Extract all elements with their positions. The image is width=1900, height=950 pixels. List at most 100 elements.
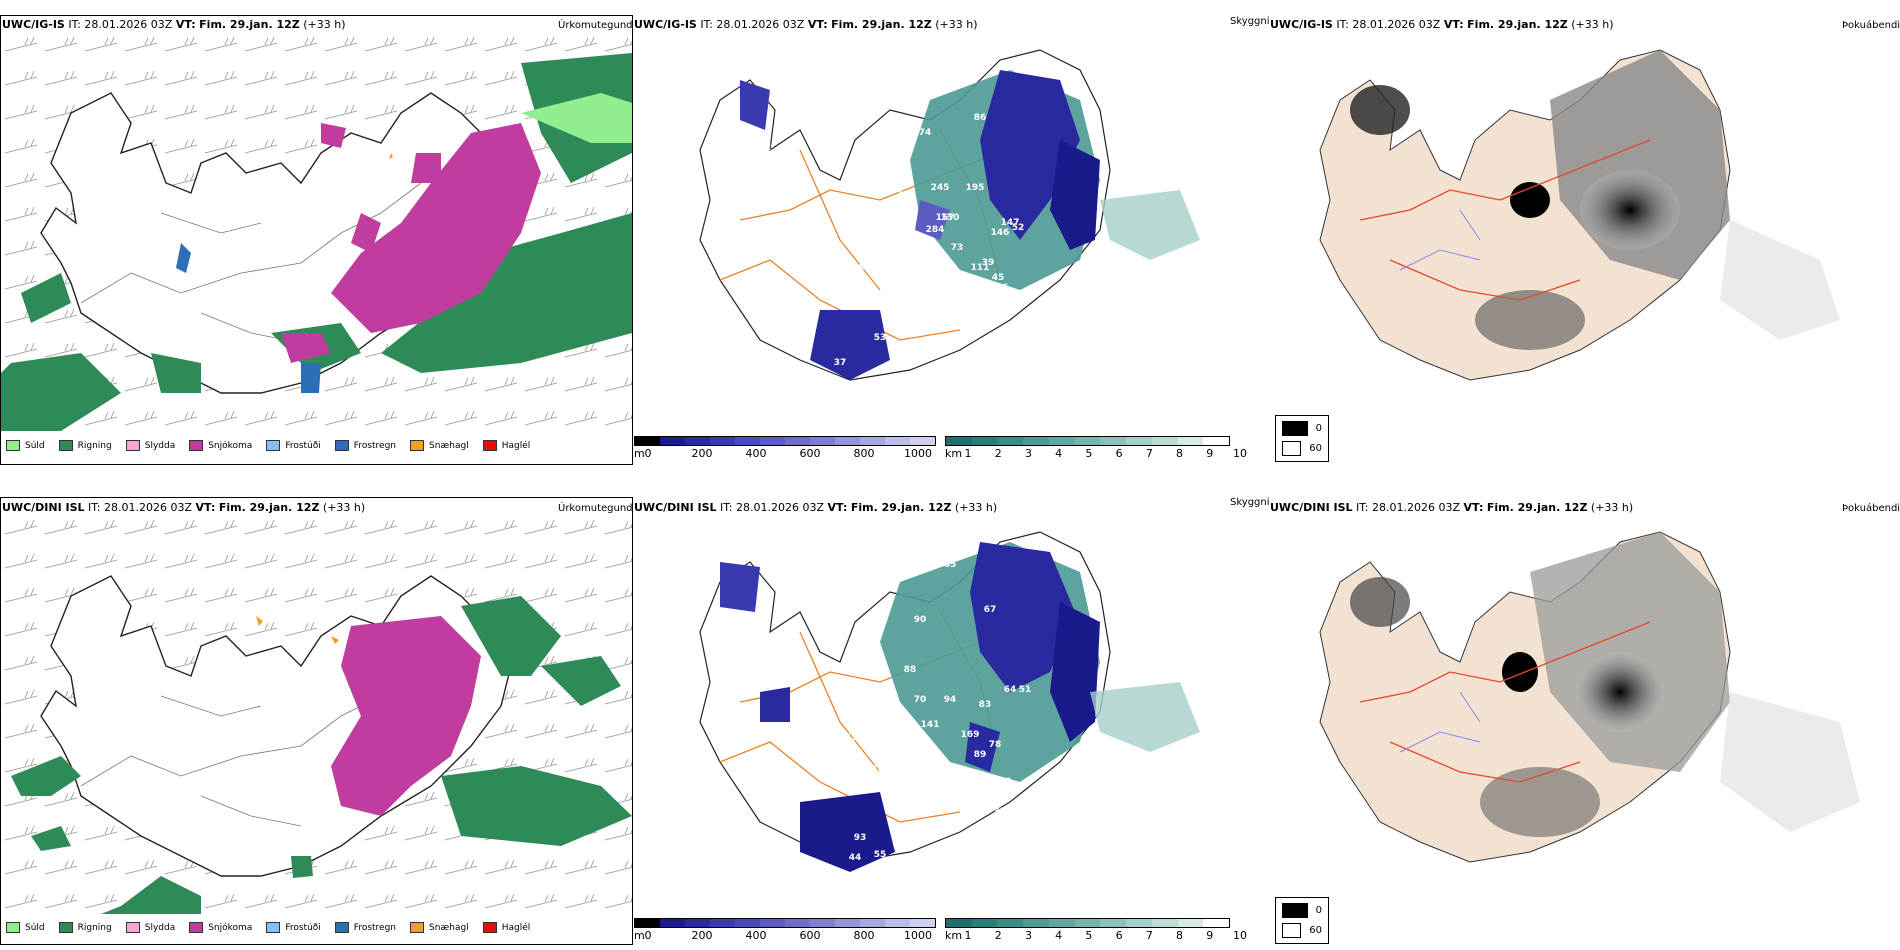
colorbar-tick-label: 5 — [1085, 447, 1093, 460]
legend-item: Frostregn — [334, 922, 396, 933]
cloud-base-value-label: 139 — [846, 183, 865, 193]
colorbar-segment — [635, 919, 660, 927]
legend-item: Frostregn — [334, 440, 396, 451]
header-precip-row2: UWC/DINI ISL IT: 28.01.2026 03Z VT: Fim.… — [2, 501, 366, 514]
colorbar-segment — [1126, 437, 1152, 445]
cloud-base-value-label: 74 — [779, 233, 792, 243]
colorbar-tick-label: 3 — [1024, 929, 1032, 942]
colorbar-segment — [1177, 919, 1204, 927]
cloud-base-value-label: 45 — [992, 273, 1005, 283]
visibility-colorbar-row1 — [945, 436, 1230, 446]
colorbar-segment — [997, 919, 1024, 927]
colorbar-segment — [1048, 919, 1075, 927]
colorbar-tick-label: 800 — [853, 447, 875, 460]
cloud-base-value-label: 29 — [814, 890, 827, 900]
cloud-base-value-label: 79 — [899, 191, 912, 201]
cloud-base-value-label: 294 — [881, 767, 900, 777]
cloud-base-value-label: 80 — [799, 238, 812, 248]
cloud-base-value-label: 245 — [931, 183, 950, 193]
colorbar-segment — [710, 919, 735, 927]
colorbar-tick-label: 3 — [1024, 447, 1032, 460]
cloud-base-value-label: 92 — [901, 323, 914, 333]
colorbar-tick-label: 1000 — [904, 929, 932, 942]
fog-key-row1: 0 60 — [1275, 415, 1329, 462]
colorbar-tick-label: 7 — [1145, 929, 1153, 942]
legend-item: Snjókoma — [189, 922, 252, 933]
cloud-base-value-label: 67 — [984, 605, 997, 615]
colorbar-segment — [835, 919, 860, 927]
colorbar-tick-label: 8 — [1176, 447, 1184, 460]
visibility-colorbar-row2 — [945, 918, 1230, 928]
colorbar-segment — [1074, 437, 1101, 445]
legend-item: Haglél — [482, 440, 530, 451]
cloud-base-value-label: 60 — [929, 760, 942, 770]
colorbar-tick-label: 9 — [1206, 929, 1214, 942]
cloud-base-value-label: 61 — [904, 720, 917, 730]
colorbar-segment — [1074, 919, 1101, 927]
legend-item: Snæhagl — [410, 922, 469, 933]
colorbar-segment — [735, 919, 760, 927]
cloud-base-ticks-row2: 0 200 400 600 800 1000 — [644, 929, 933, 943]
colorbar-segment — [660, 919, 685, 927]
cloud-base-value-label: 92 — [759, 143, 772, 153]
colorbar-segment — [1203, 437, 1230, 445]
cloud-base-value-label: 329 — [916, 303, 935, 313]
colorbar-segment — [785, 437, 810, 445]
colorbar-segment — [1203, 919, 1230, 927]
colorbar-segment — [910, 437, 935, 445]
cloud-base-value-label: 97 — [824, 258, 837, 268]
cloud-base-value-label: 147 — [1001, 218, 1020, 228]
cloud-base-value-label: 146 — [991, 228, 1010, 238]
precip-map-row1 — [1, 33, 632, 431]
cloud-base-value-label: 64 — [1004, 685, 1017, 695]
cloud-base-value-label: 94 — [944, 695, 957, 705]
cloud-base-value-label: 195 — [966, 183, 985, 193]
colorbar-tick-label: 2 — [994, 447, 1002, 460]
cloud-base-value-label: 15 — [854, 208, 867, 218]
colorbar-segment — [860, 919, 885, 927]
cloud-base-value-label: 105 — [766, 675, 785, 685]
colorbar-segment — [910, 919, 935, 927]
fog-key-row2: 0 60 — [1275, 897, 1329, 944]
cloud-base-value-label: 71 — [774, 725, 787, 735]
legend-item: Slydda — [125, 440, 175, 451]
cloud-base-value-label: 55 — [874, 850, 887, 860]
colorbar-segment — [946, 919, 972, 927]
colorbar-segment — [885, 437, 910, 445]
colorbar-segment — [971, 919, 998, 927]
cloud-base-value-label: 70 — [914, 695, 927, 705]
header-visibility-row2: UWC/DINI ISL IT: 28.01.2026 03Z VT: Fim.… — [634, 501, 998, 514]
cloud-base-value-label: 16 — [969, 288, 982, 298]
cloud-base-value-label: 157 — [936, 213, 955, 223]
legend-item: Slydda — [125, 922, 175, 933]
colorbar-segment — [660, 437, 685, 445]
legend-item: Súld — [6, 440, 45, 451]
precip-frame-row1 — [0, 15, 633, 465]
cloud-base-value-label: 44 — [849, 853, 862, 863]
cloud-base-value-label: 70 — [782, 575, 795, 585]
colorbar-segment — [1151, 919, 1178, 927]
colorbar-tick-label: 0 — [644, 929, 652, 942]
colorbar-tick-label: 200 — [691, 447, 713, 460]
colorbar-segment — [710, 437, 735, 445]
colorbar-segment — [735, 437, 760, 445]
colorbar-tick-label: 0 — [644, 447, 652, 460]
cloud-base-value-label: 93 — [854, 833, 867, 843]
colorbar-segment — [635, 437, 660, 445]
precip-legend-row2: Súld Rigning Slydda Snjókoma Frostúði Fr… — [6, 922, 544, 933]
cloud-base-value-label: 132 — [888, 710, 907, 720]
cloud-base-value-label: 89 — [974, 750, 987, 760]
colorbar-tick-label: 7 — [1145, 447, 1153, 460]
cloud-base-value-label: 29 — [814, 877, 827, 887]
colorbar-segment — [785, 919, 810, 927]
colorbar-tick-label: 4 — [1055, 447, 1063, 460]
cloud-base-value-label: 74 — [919, 128, 932, 138]
cloud-base-value-label: 107 — [941, 283, 960, 293]
cloud-base-value-label: 39 — [982, 258, 995, 268]
colorbar-segment — [760, 919, 785, 927]
cloud-base-unit: m — [634, 447, 645, 460]
fog-map-row2 — [1319, 531, 1860, 863]
